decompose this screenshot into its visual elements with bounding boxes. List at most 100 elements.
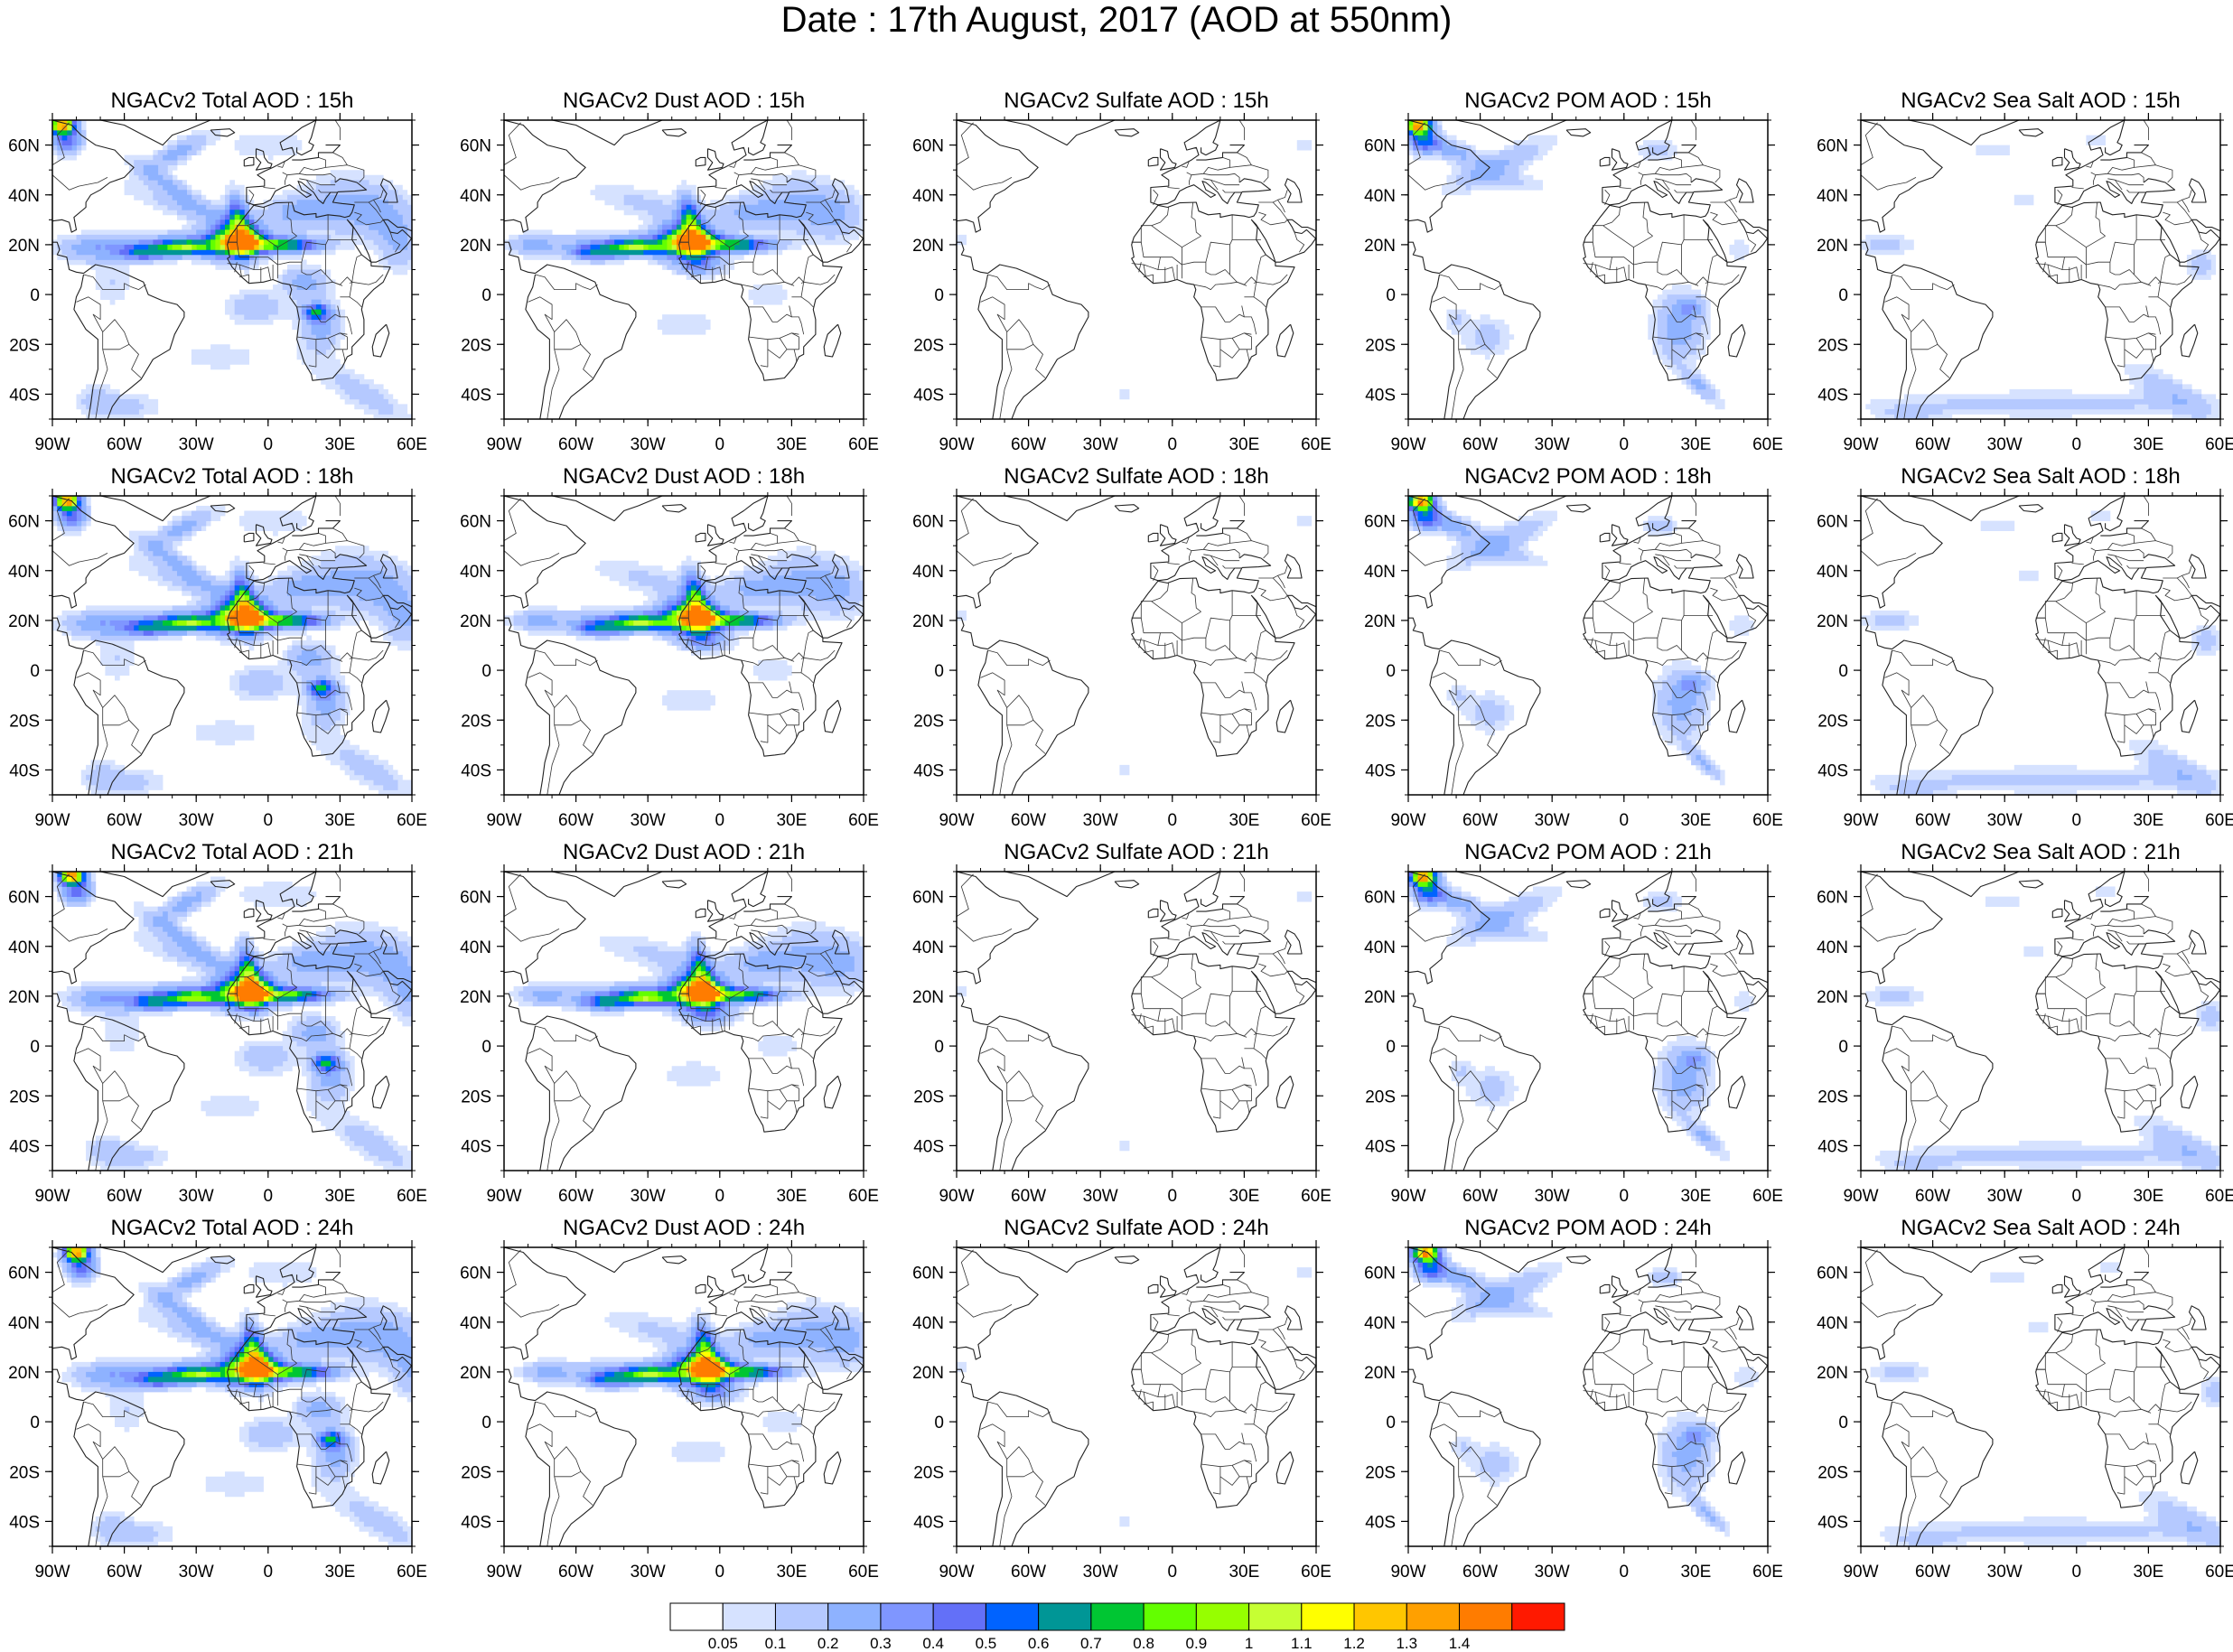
lat-tick-label: 60N — [1817, 1265, 1848, 1283]
lon-tick-label: 90W — [1390, 1187, 1425, 1206]
aod-field — [52, 1247, 412, 1546]
lat-tick-label: 20S — [1365, 712, 1396, 731]
lon-tick-label: 90W — [1390, 1563, 1425, 1582]
lat-tick-label: 0 — [934, 1414, 944, 1433]
lon-tick-label: 90W — [1843, 1563, 1878, 1582]
axis-ticks: 90W 60W 30W 0 30E 60E 40S 20S 0 20N 40N 60N — [1364, 1240, 1783, 1582]
coastlines — [957, 496, 1316, 795]
aod-field — [1408, 120, 1750, 410]
map-panel: NGACv2 Total AOD : 15h 90W 60W 30W 0 30E 60E 40… — [8, 89, 427, 454]
lon-tick-label: 30W — [1083, 811, 1118, 830]
lat-tick-label: 40S — [9, 761, 40, 780]
lon-tick-label: 0 — [1168, 435, 1178, 454]
aod-field — [504, 546, 864, 711]
lat-tick-label: 0 — [1386, 662, 1396, 681]
lon-tick-label: 60E — [2205, 435, 2233, 454]
lat-tick-label: 40S — [1365, 386, 1396, 405]
colorbar-label: 0.8 — [1133, 1635, 1154, 1652]
lon-tick-label: 0 — [715, 1187, 725, 1206]
lat-tick-label: 40S — [9, 1137, 40, 1156]
lat-tick-label: 0 — [481, 286, 491, 305]
map-panel: NGACv2 POM AOD : 18h 90W 60W 30W 0 30E 60E 40S 2… — [1364, 464, 1783, 830]
colorbar-swatch — [1459, 1602, 1513, 1631]
lon-tick-label: 90W — [939, 811, 974, 830]
aod-field — [509, 921, 864, 1087]
lon-tick-label: 30W — [1083, 1187, 1118, 1206]
coastlines — [52, 496, 412, 795]
panel-title: NGACv2 Dust AOD : 15h — [563, 89, 805, 113]
lat-tick-label: 0 — [1838, 1038, 1848, 1057]
lon-tick-label: 60W — [1462, 811, 1498, 830]
lat-tick-label: 20N — [912, 988, 944, 1007]
map-panel: NGACv2 POM AOD : 24h 90W 60W 30W 0 30E 60E 40S 2… — [1364, 1216, 1783, 1582]
lon-tick-label: 90W — [34, 435, 70, 454]
lat-tick-label: 60N — [912, 137, 944, 156]
lat-tick-label: 60N — [8, 137, 40, 156]
lon-tick-label: 0 — [264, 1187, 274, 1206]
lat-tick-label: 40N — [460, 563, 491, 582]
lat-tick-label: 20S — [9, 336, 40, 355]
lon-tick-label: 30E — [2133, 435, 2163, 454]
coastlines — [1861, 872, 2220, 1171]
colorbar-label: 1.2 — [1343, 1635, 1365, 1652]
axis-ticks: 90W 60W 30W 0 30E 60E 40S 20S 0 20N 40N 60N — [912, 489, 1331, 830]
axis-ticks: 90W 60W 30W 0 30E 60E 40S 20S 0 20N 40N 60N — [8, 489, 427, 830]
lat-tick-label: 0 — [1386, 286, 1396, 305]
colorbar-swatch — [1038, 1602, 1092, 1631]
lat-tick-label: 0 — [30, 662, 40, 681]
lat-tick-label: 40N — [8, 1314, 40, 1333]
lat-tick-label: 60N — [460, 513, 491, 532]
lon-tick-label: 90W — [939, 1187, 974, 1206]
lat-tick-label: 20N — [460, 612, 491, 631]
lon-tick-label: 0 — [264, 1563, 274, 1582]
panel-title: NGACv2 Sulfate AOD : 15h — [1004, 89, 1268, 113]
coastlines — [1861, 1247, 2220, 1546]
colorbar-swatch — [827, 1602, 882, 1631]
lat-tick-label: 20N — [1817, 237, 1848, 256]
map-frame — [956, 871, 1317, 1171]
panel-title: NGACv2 Dust AOD : 24h — [563, 1216, 805, 1240]
colorbar-label: 0.1 — [765, 1635, 787, 1652]
lat-tick-label: 40S — [461, 1513, 491, 1532]
lat-tick-label: 40S — [461, 761, 491, 780]
panel-title: NGACv2 Sea Salt AOD : 18h — [1901, 464, 2180, 489]
lat-tick-label: 40N — [1364, 187, 1396, 206]
colorbar-label: 0.9 — [1186, 1635, 1208, 1652]
lon-tick-label: 60E — [1301, 435, 1331, 454]
map-panel: NGACv2 Dust AOD : 21h 90W 60W 30W 0 30E 60E 40S… — [460, 840, 879, 1206]
panel-title: NGACv2 Dust AOD : 21h — [563, 840, 805, 864]
coastlines — [957, 1247, 1316, 1546]
lon-tick-label: 60W — [107, 1187, 142, 1206]
axis-ticks: 90W 60W 30W 0 30E 60E 40S 20S 0 20N 40N 60N — [1817, 864, 2233, 1206]
panel-title: NGACv2 Sea Salt AOD : 21h — [1901, 840, 2180, 864]
lon-tick-label: 90W — [1843, 811, 1878, 830]
axis-ticks: 90W 60W 30W 0 30E 60E 40S 20S 0 20N 40N 60N — [1364, 864, 1783, 1206]
lat-tick-label: 60N — [912, 889, 944, 908]
lon-tick-label: 30W — [631, 1563, 666, 1582]
colorbar-swatch — [669, 1602, 724, 1631]
map-panel: NGACv2 Sulfate AOD : 15h 90W 60W 30W 0 30E 60E… — [912, 89, 1331, 454]
colorbar-label: 1.3 — [1396, 1635, 1417, 1652]
lon-tick-label: 0 — [264, 811, 274, 830]
lat-tick-label: 20S — [461, 1087, 491, 1106]
lon-tick-label: 30W — [179, 811, 214, 830]
lon-tick-label: 30W — [179, 1187, 214, 1206]
lon-tick-label: 60E — [1301, 1187, 1331, 1206]
lon-tick-label: 60W — [1011, 811, 1046, 830]
aod-field — [52, 872, 412, 1171]
coastlines — [957, 120, 1316, 419]
coastlines — [504, 120, 864, 419]
map-panel: NGACv2 Sea Salt AOD : 24h 90W 60W 30W 0 30E 60… — [1817, 1216, 2233, 1582]
colorbar-swatch — [1195, 1602, 1250, 1631]
lon-tick-label: 30W — [1083, 435, 1118, 454]
lon-tick-label: 60W — [1915, 811, 1950, 830]
lat-tick-label: 20S — [1817, 1463, 1848, 1482]
lat-tick-label: 20N — [1817, 988, 1848, 1007]
lon-tick-label: 0 — [1620, 1563, 1630, 1582]
lat-tick-label: 40S — [1817, 1137, 1848, 1156]
lat-tick-label: 40N — [8, 187, 40, 206]
lon-tick-label: 90W — [1390, 435, 1425, 454]
lat-tick-label: 20N — [8, 237, 40, 256]
colorbar-swatch — [1143, 1602, 1197, 1631]
